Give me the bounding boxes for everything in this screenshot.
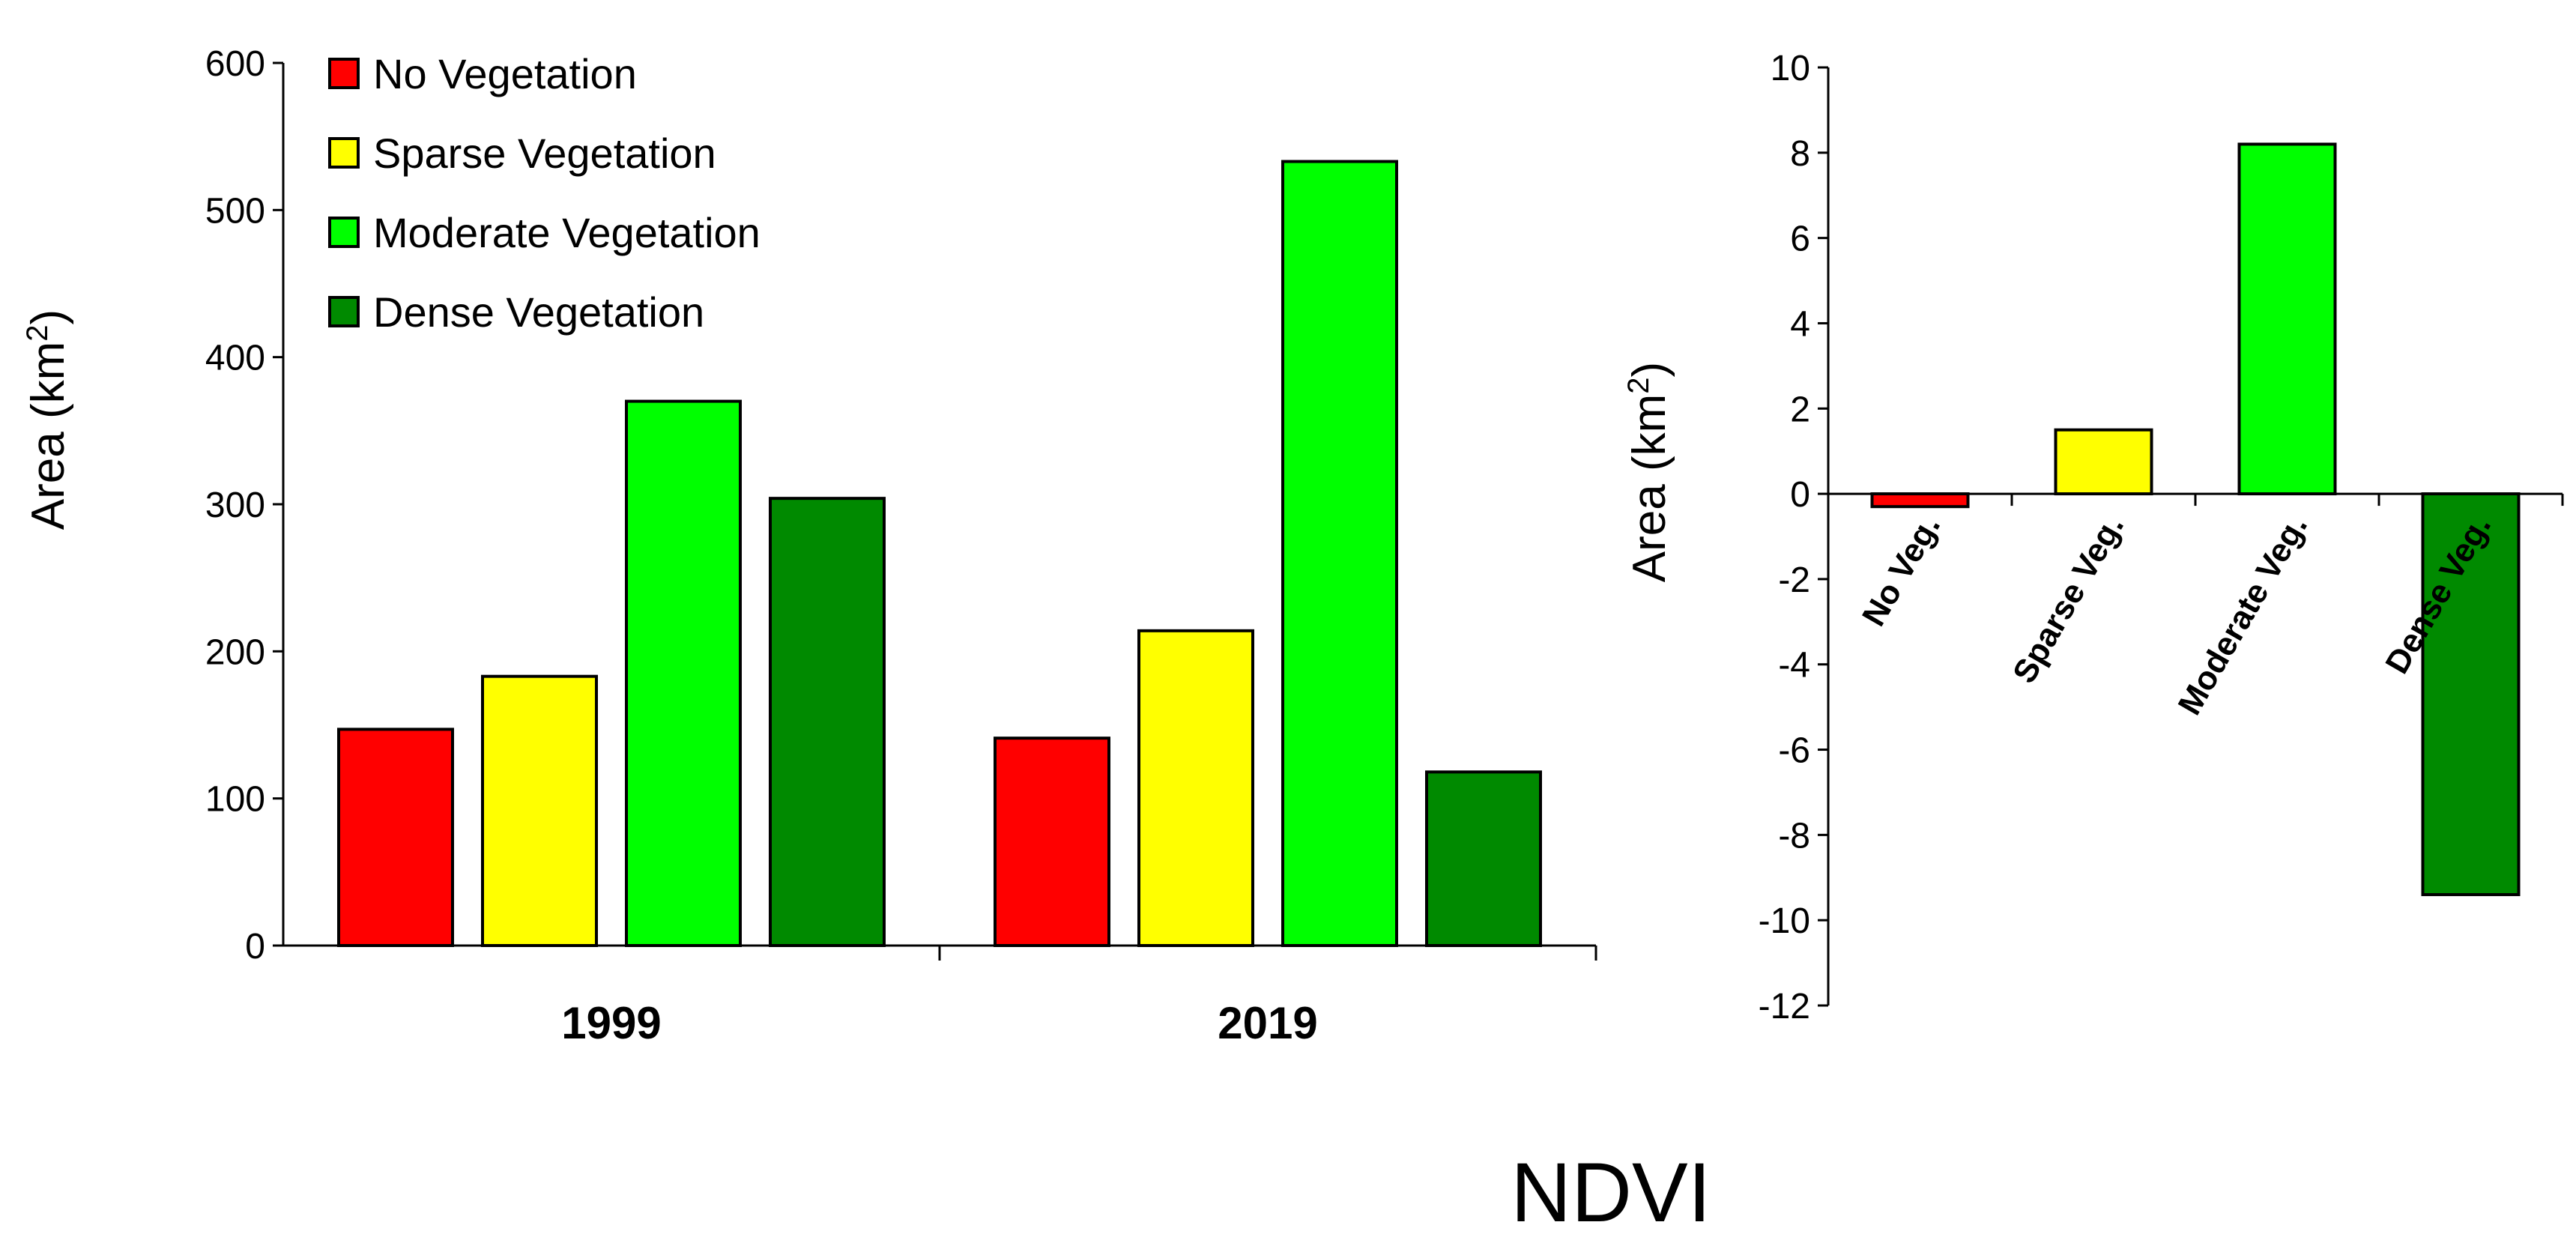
right-y-tick-label: 10 bbox=[1771, 49, 1810, 88]
right-y-tick-label: 8 bbox=[1790, 134, 1810, 174]
right-y-tick-label: 6 bbox=[1790, 220, 1810, 259]
legend-label-moderate-vegetation: Moderate Vegetation bbox=[373, 209, 761, 256]
right-y-tick-label: 4 bbox=[1790, 304, 1810, 344]
right-y-tick-label: -6 bbox=[1778, 731, 1810, 771]
left-y-tick-label: 400 bbox=[205, 339, 265, 378]
change-bar-no-veg bbox=[1870, 492, 1970, 509]
area-change-chart: -12 -10 -8 -6 -4 -2 0 2 4 6 8 10 Area (km2) No Veg. Sp… bbox=[1622, 49, 2564, 1026]
right-y-tick-label: -4 bbox=[1778, 646, 1810, 686]
bar-moderate-vegetation-2019 bbox=[1281, 160, 1398, 947]
right-y-tick-label: -8 bbox=[1778, 816, 1810, 856]
left-x-category-label: 1999 bbox=[561, 998, 661, 1048]
bar-moderate-vegetation-1999 bbox=[625, 399, 742, 947]
left-y-axis-title: Area (km2) bbox=[21, 309, 74, 530]
bar-dense-vegetation-1999 bbox=[769, 497, 886, 947]
right-y-tick-label: 2 bbox=[1790, 390, 1810, 429]
bar-sparse-vegetation-1999 bbox=[481, 674, 598, 948]
legend-swatch-no-vegetation bbox=[328, 58, 360, 89]
legend-swatch-sparse-vegetation bbox=[328, 137, 360, 169]
bar-no-vegetation-1999 bbox=[337, 728, 454, 947]
left-y-tick-label: 0 bbox=[245, 927, 265, 967]
change-bar-sparse-veg bbox=[2054, 428, 2153, 496]
change-bar-dense-veg bbox=[2421, 492, 2521, 897]
legend-label-no-vegetation: No Vegetation bbox=[373, 50, 637, 97]
right-y-tick-label: 0 bbox=[1790, 475, 1810, 515]
ndvi-caption: NDVI bbox=[1511, 1146, 1711, 1239]
right-y-tick-label: -12 bbox=[1759, 987, 1810, 1026]
legend-label-sparse-vegetation: Sparse Vegetation bbox=[373, 130, 716, 177]
right-x-category-label: No Veg. bbox=[1855, 509, 1947, 632]
right-x-category-label: Moderate Veg. bbox=[2171, 509, 2315, 722]
bar-no-vegetation-2019 bbox=[994, 737, 1110, 947]
area-by-year-chart: 0 100 200 300 400 500 600 Area (km2) 1999 2019 No … bbox=[21, 44, 1597, 1048]
left-y-tick-label: 300 bbox=[205, 486, 265, 525]
right-x-category-label: Sparse Veg. bbox=[2006, 509, 2131, 690]
left-y-tick-label: 200 bbox=[205, 632, 265, 672]
left-y-tick-label: 600 bbox=[205, 44, 265, 84]
legend-swatch-dense-vegetation bbox=[328, 296, 360, 327]
legend-swatch-moderate-vegetation bbox=[328, 217, 360, 248]
legend-label-dense-vegetation: Dense Vegetation bbox=[373, 288, 704, 336]
right-y-axis-title: Area (km2) bbox=[1622, 362, 1675, 582]
change-bar-moderate-veg bbox=[2237, 142, 2337, 496]
right-y-tick-label: -2 bbox=[1778, 560, 1810, 600]
bar-sparse-vegetation-2019 bbox=[1137, 629, 1254, 947]
right-y-tick-label: -10 bbox=[1759, 901, 1810, 941]
left-y-tick-label: 100 bbox=[205, 780, 265, 820]
left-x-category-label: 2019 bbox=[1218, 998, 1317, 1048]
bar-dense-vegetation-2019 bbox=[1425, 770, 1542, 947]
left-y-tick-label: 500 bbox=[205, 191, 265, 231]
